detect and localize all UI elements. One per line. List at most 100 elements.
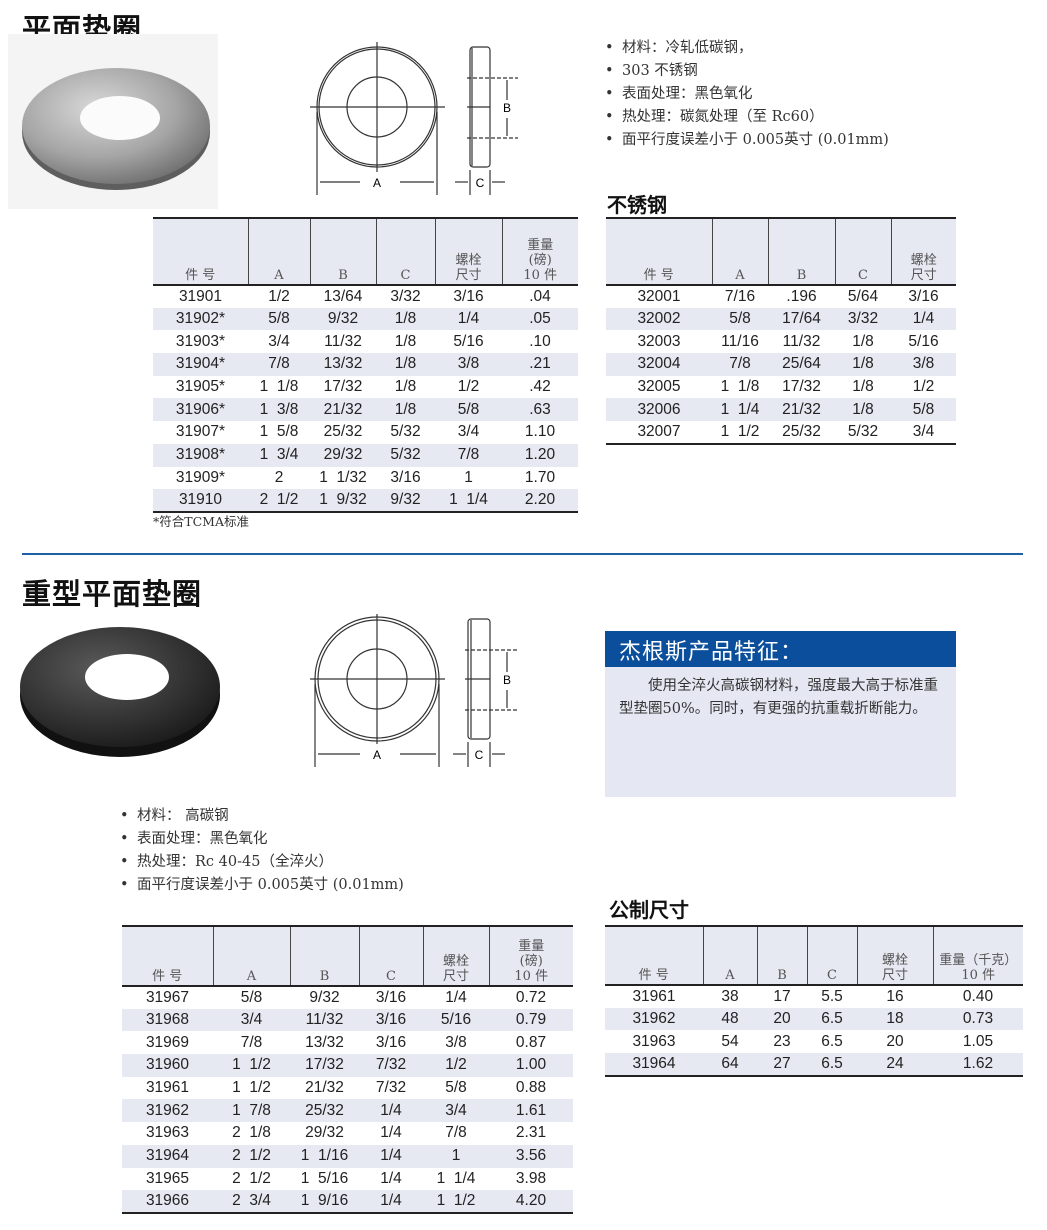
table-cell: 17/32 xyxy=(782,378,821,396)
table-cell: 17/32 xyxy=(305,1056,344,1074)
table-cell: 0.73 xyxy=(962,1010,994,1028)
table-cell: 5/32 xyxy=(847,422,879,440)
table-cell: 1/8 xyxy=(394,332,417,350)
section-title-heavy-washer: 重型平面垫圈 xyxy=(22,577,203,611)
table-cell: 13/64 xyxy=(323,287,363,305)
table-cell: 1/4 xyxy=(445,988,467,1006)
table-cell: 1/4 xyxy=(380,1124,402,1142)
table-cell: 64 xyxy=(721,1054,739,1072)
table-cell: 1 7/8 xyxy=(232,1101,271,1119)
table-row: 31910 2 1/2 1 9/32 9/32 1 1/4 2.20 xyxy=(153,489,578,512)
part-number-cell: 31965 xyxy=(145,1169,190,1187)
part-number-cell: 31966 xyxy=(145,1192,190,1210)
table-cell: 54 xyxy=(721,1032,739,1050)
table-cell: 3/16 xyxy=(375,1011,407,1029)
table-row: 32003 11/16 11/32 1/8 5/16 xyxy=(606,330,956,353)
table-cell: 6.5 xyxy=(821,1032,843,1050)
table-cell: 1/4 xyxy=(457,310,480,328)
table-cell: 5/16 xyxy=(453,332,484,350)
dimension-label-a: A xyxy=(373,176,381,190)
stainless-title: 不锈钢 xyxy=(607,193,667,217)
spec-parallelism: 面平行度误差小于 0.005英寸 (0.01mm) xyxy=(605,129,889,152)
table-cell: 21/32 xyxy=(323,400,363,418)
table-cell: 0.40 xyxy=(962,987,994,1005)
part-number-cell: 31902* xyxy=(175,310,226,328)
table-cell: 3/8 xyxy=(912,355,935,373)
part-number-cell: 31960 xyxy=(145,1056,190,1074)
table-cell: 1/4 xyxy=(380,1192,402,1210)
table-cell: 1 5/16 xyxy=(300,1169,349,1187)
table-cell: 17/64 xyxy=(782,310,821,328)
table-cell: 5/8 xyxy=(729,310,751,328)
part-number-cell: 31969 xyxy=(145,1033,190,1051)
table-cell: 1/2 xyxy=(445,1056,467,1074)
table-cell: 3/4 xyxy=(240,1011,263,1029)
table-cell: 24 xyxy=(886,1054,904,1072)
column-header: 螺栓 尺寸 xyxy=(856,926,933,985)
table-cell: 6.5 xyxy=(821,1054,843,1072)
column-header: C xyxy=(375,218,435,285)
table-row: 32005 1 1/8 17/32 1/8 1/2 xyxy=(606,376,956,399)
table-cell: 1.20 xyxy=(524,446,556,464)
table-cell: .196 xyxy=(786,287,817,305)
table-header: 件 号 A B C 螺栓 尺寸 重量 (磅) 10 件 xyxy=(122,926,573,986)
table-cell: 3/4 xyxy=(445,1101,467,1119)
column-header: A xyxy=(212,926,290,986)
table-cell: 1/4 xyxy=(380,1147,402,1165)
table-cell: 3/8 xyxy=(445,1033,467,1051)
part-number-cell: 31907* xyxy=(175,423,226,441)
table-cell: 5/32 xyxy=(390,446,421,464)
table-cell: 1 1/4 xyxy=(720,400,760,418)
table-cell: 2.20 xyxy=(524,491,556,509)
column-header: C xyxy=(806,926,857,985)
table-cell: 25/64 xyxy=(782,355,821,373)
table-row: 31906* 1 3/8 21/32 1/8 5/8 .63 xyxy=(153,398,578,422)
column-header: C xyxy=(834,218,891,285)
column-header: 螺栓 尺寸 xyxy=(422,926,489,986)
table-cell: 3/16 xyxy=(453,287,484,305)
spec-heat-treat: 热处理：Rc 40-45（全淬火） xyxy=(120,851,404,874)
table-row: 31962 48 20 6.5 18 0.73 xyxy=(605,1007,1023,1031)
table-cell: 1/4 xyxy=(380,1169,402,1187)
part-number-cell: 31961 xyxy=(632,987,676,1005)
table-cell: .05 xyxy=(529,310,551,328)
table-cell: 1 1/2 xyxy=(232,1056,271,1074)
table-cell: 5/16 xyxy=(440,1011,472,1029)
table-cell: 2 1/2 xyxy=(232,1169,271,1187)
table-row: 31965 2 1/2 1 5/16 1/4 1 1/4 3.98 xyxy=(122,1168,573,1191)
part-number-cell: 31903* xyxy=(175,332,226,350)
table-row: 31905* 1 1/8 17/32 1/8 1/2 .42 xyxy=(153,376,578,399)
column-header: 件 号 xyxy=(638,968,669,983)
table-cell: 25/32 xyxy=(323,423,363,441)
table-cell: .10 xyxy=(529,332,551,350)
table-cell: 1 xyxy=(451,1147,461,1165)
table-row: 32001 7/16 .196 5/64 3/16 xyxy=(606,285,956,308)
table-cell: 7/32 xyxy=(375,1056,407,1074)
table-cell: 1/8 xyxy=(394,355,417,373)
dimension-label-c: C xyxy=(476,176,485,190)
part-number-cell: 31905* xyxy=(175,378,226,396)
table-cell: 0.72 xyxy=(515,988,547,1006)
column-header: B xyxy=(289,926,359,986)
table-cell: 5.5 xyxy=(821,987,843,1005)
table-cell: 1/8 xyxy=(394,400,417,418)
column-header: B xyxy=(309,218,376,285)
table-cell: .04 xyxy=(529,287,551,305)
table-cell: 13/32 xyxy=(305,1033,344,1051)
table-cell: 1 1/8 xyxy=(720,378,760,396)
column-header: 重量 (磅) 10 件 xyxy=(488,926,573,986)
table-cell: 9/32 xyxy=(309,988,340,1006)
table-cell: 1.61 xyxy=(515,1101,547,1119)
table-cell: 2 3/4 xyxy=(232,1192,271,1210)
table-row: 31902* 5/8 9/32 1/8 1/4 .05 xyxy=(153,307,578,331)
table-cell: 5/8 xyxy=(912,400,935,418)
table-cell: 1/2 xyxy=(268,287,290,305)
table-cell: 4.20 xyxy=(515,1192,547,1210)
table-cell: 1 1/4 xyxy=(436,1169,476,1187)
table-cell: 3/4 xyxy=(457,423,480,441)
part-number-cell: 31964 xyxy=(632,1054,676,1072)
table-cell: 3/32 xyxy=(390,287,421,305)
table-cell: .21 xyxy=(529,355,551,373)
table-cell: 1/8 xyxy=(852,355,874,373)
table-row: 31908* 1 3/4 29/32 5/32 7/8 1.20 xyxy=(153,443,578,467)
